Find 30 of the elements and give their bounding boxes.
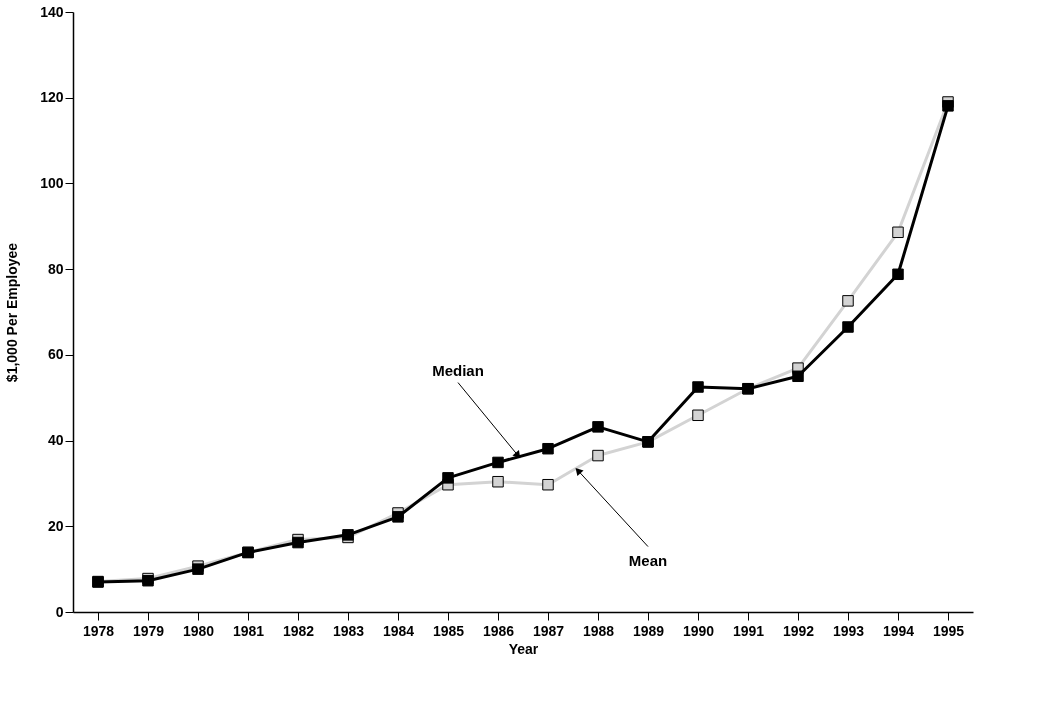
y-tick-label: 140 xyxy=(40,3,64,20)
y-tick-label: 120 xyxy=(40,89,64,106)
y-axis-title: $1,000 Per Employee xyxy=(4,242,21,383)
x-tick-label: 1984 xyxy=(382,622,415,639)
x-tick-label: 1993 xyxy=(832,622,865,639)
x-tick-label: 1987 xyxy=(532,622,565,639)
x-tick-label: 1978 xyxy=(82,622,115,639)
y-tick-label: 60 xyxy=(47,346,64,363)
x-tick-label: 1985 xyxy=(432,622,465,639)
x-tick-label: 1988 xyxy=(582,622,615,639)
y-tick-label: 40 xyxy=(47,432,64,449)
y-tick-label: 20 xyxy=(47,517,64,534)
x-tick-label: 1981 xyxy=(232,622,265,639)
x-tick-label: 1990 xyxy=(682,622,715,639)
x-tick-label: 1983 xyxy=(332,622,365,639)
x-tick-label: 1979 xyxy=(132,622,165,639)
x-tick-label: 1995 xyxy=(932,622,965,639)
x-tick-label: 1982 xyxy=(282,622,315,639)
y-tick-label: 100 xyxy=(40,174,64,191)
x-tick-label: 1992 xyxy=(782,622,815,639)
x-tick-label: 1989 xyxy=(632,622,665,639)
x-tick-label: 1980 xyxy=(182,622,215,639)
x-tick-label: 1986 xyxy=(482,622,515,639)
y-tick-label: 0 xyxy=(55,603,64,620)
x-axis-title: Year xyxy=(508,640,539,657)
x-tick-label: 1991 xyxy=(732,622,765,639)
annotation: Mean xyxy=(628,551,668,569)
y-tick-label: 80 xyxy=(47,260,64,277)
x-tick-label: 1994 xyxy=(882,622,915,639)
annotation: Median xyxy=(432,361,484,379)
